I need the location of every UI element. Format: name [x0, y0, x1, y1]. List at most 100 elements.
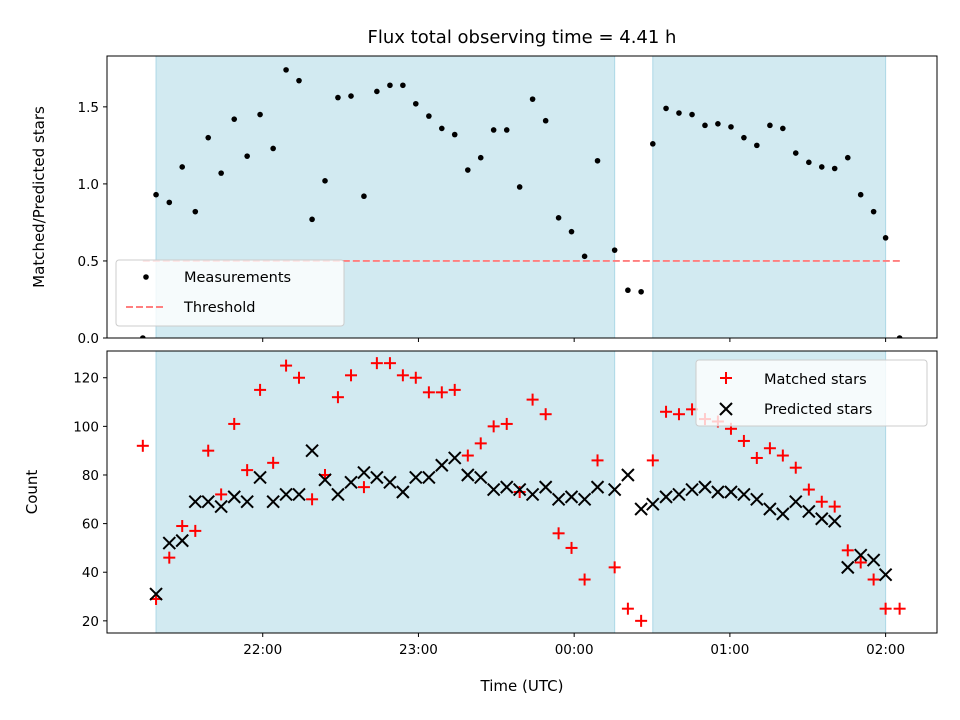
matched-stars-point [789, 461, 802, 474]
matched-stars-point [635, 614, 648, 627]
measurement-point [715, 121, 721, 127]
matched-stars-point [202, 444, 215, 457]
measurement-point [857, 191, 864, 198]
measurement-point [594, 157, 601, 164]
x-axis-label: Time (UTC) [480, 677, 564, 695]
count-y-axis-label: Count [23, 470, 41, 515]
measurement-point [490, 127, 497, 133]
measurement-point [516, 184, 523, 190]
matched-stars-point [526, 393, 539, 406]
ratio-panel: 0.0 0.5 1.0 1.5 Matched/Predicted stars Mea… [30, 55, 938, 347]
measurement-point [611, 247, 618, 253]
measurement-point [818, 164, 825, 170]
matched-stars-point [228, 417, 241, 430]
predicted-stars-point [422, 470, 436, 485]
count-panel: 20 40 60 80 100 120 22:00 23:00 00:00 01:00 02:00… [23, 350, 938, 695]
predicted-stars-point [853, 548, 868, 562]
predicted-stars-point [331, 487, 345, 502]
predicted-stars-point [370, 470, 384, 485]
x-tick-label: 02:00 [866, 642, 905, 658]
measurement-point [831, 165, 838, 172]
matched-stars-point [854, 556, 867, 569]
x-tick-label: 00:00 [555, 642, 594, 658]
measurement-point [870, 208, 877, 215]
measurement-point [542, 117, 549, 124]
predicted-stars-point [685, 482, 699, 497]
predicted-stars-point [525, 487, 540, 502]
matched-stars-point [893, 602, 906, 615]
matched-stars-point [776, 449, 789, 462]
predicted-stars-point [279, 487, 293, 502]
measurement-point [676, 110, 682, 116]
predicted-stars-point [383, 475, 397, 489]
predicted-stars-point [227, 490, 241, 504]
measurement-point [387, 82, 393, 89]
measurement-point [400, 82, 406, 89]
measurement-point [529, 96, 536, 102]
ratio-y-axis-label: Matched/Predicted stars [30, 106, 48, 288]
predicted-stars-point [305, 443, 319, 458]
matched-stars-point [513, 486, 526, 498]
predicted-stars-point [698, 480, 712, 494]
legend-marker-matched [720, 372, 732, 384]
measurement-point [257, 111, 263, 118]
matched-stars-point [435, 386, 448, 399]
matched-stars-point [254, 383, 267, 396]
count-legend-box [695, 359, 928, 427]
x-tick-label: 01:00 [710, 642, 749, 658]
measurement-point [192, 208, 199, 215]
measurement-point [754, 142, 760, 149]
predicted-stars-point [318, 473, 332, 487]
matched-stars-point [409, 371, 422, 384]
measurement-point [792, 150, 799, 156]
measurement-point [555, 215, 562, 221]
matched-stars-point [660, 405, 673, 418]
predicted-stars-point [815, 512, 829, 526]
predicted-stars-point [409, 470, 423, 485]
predicted-stars-point [435, 458, 449, 472]
matched-stars-point [370, 357, 383, 370]
predicted-stars-point [776, 507, 790, 521]
predicted-stars-point [396, 485, 410, 499]
matched-stars-point [591, 454, 604, 467]
predicted-stars-point [149, 587, 163, 601]
predicted-stars-point [750, 492, 764, 507]
matched-stars-point [267, 456, 280, 469]
predicted-stars-point [763, 502, 777, 516]
observing-interval [652, 56, 887, 338]
observing-interval [155, 351, 616, 633]
y-tick-label: 120 [73, 371, 99, 387]
predicted-stars-point [607, 482, 622, 497]
predicted-stars-point [162, 536, 176, 550]
ratio-x-ticks [262, 338, 887, 342]
predicted-stars-point [266, 495, 280, 509]
matched-stars-point [474, 437, 487, 450]
matched-stars-point [565, 541, 578, 554]
predicted-stars-point [486, 482, 501, 497]
measurement-point [503, 127, 510, 133]
measurement-point [153, 191, 159, 198]
predicted-stars-point [841, 560, 855, 575]
matched-stars-point [763, 442, 776, 455]
predicted-stars-point [344, 475, 358, 489]
measurement-point [439, 125, 445, 132]
measurement-point [780, 125, 786, 132]
measurement-point [309, 216, 315, 223]
predicted-stars-point [564, 490, 579, 504]
measurement-point [767, 122, 773, 129]
matched-stars-point [461, 449, 474, 462]
matched-stars-point [608, 561, 621, 574]
y-tick-label: 40 [82, 565, 99, 581]
predicted-stars-point [175, 533, 189, 548]
matched-stars-point [163, 551, 176, 564]
y-tick-label: 60 [82, 517, 99, 533]
predicted-stars-point [201, 495, 215, 509]
matched-stars-point [621, 602, 634, 615]
matched-stars-point [448, 383, 461, 396]
matched-stars-point [487, 420, 500, 433]
predicted-stars-point [214, 499, 228, 514]
predicted-stars-point [538, 480, 553, 494]
matched-stars-point [815, 495, 828, 508]
measurement-point [638, 288, 644, 295]
